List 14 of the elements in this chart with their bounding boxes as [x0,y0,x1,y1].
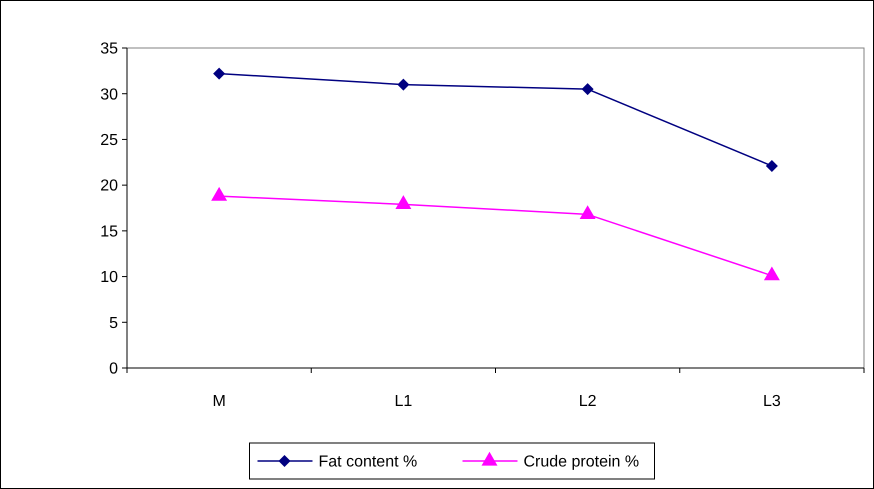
x-tick-label: M [212,393,226,410]
x-tick-label: L3 [762,393,781,410]
y-tick-label: 35 [100,40,118,58]
y-tick-label: 15 [100,223,118,240]
x-tick-label: L1 [394,393,412,410]
y-tick-label: 25 [100,132,118,150]
y-tick-label: 10 [100,269,118,286]
y-tick-label: 0 [109,360,118,378]
y-tick-label: 20 [100,178,118,195]
y-tick-label: 5 [109,314,118,332]
legend-label: Crude protein % [524,454,640,471]
y-tick-label: 30 [100,86,118,104]
x-tick-label: L2 [578,393,597,410]
legend-label: Fat content % [318,454,418,471]
